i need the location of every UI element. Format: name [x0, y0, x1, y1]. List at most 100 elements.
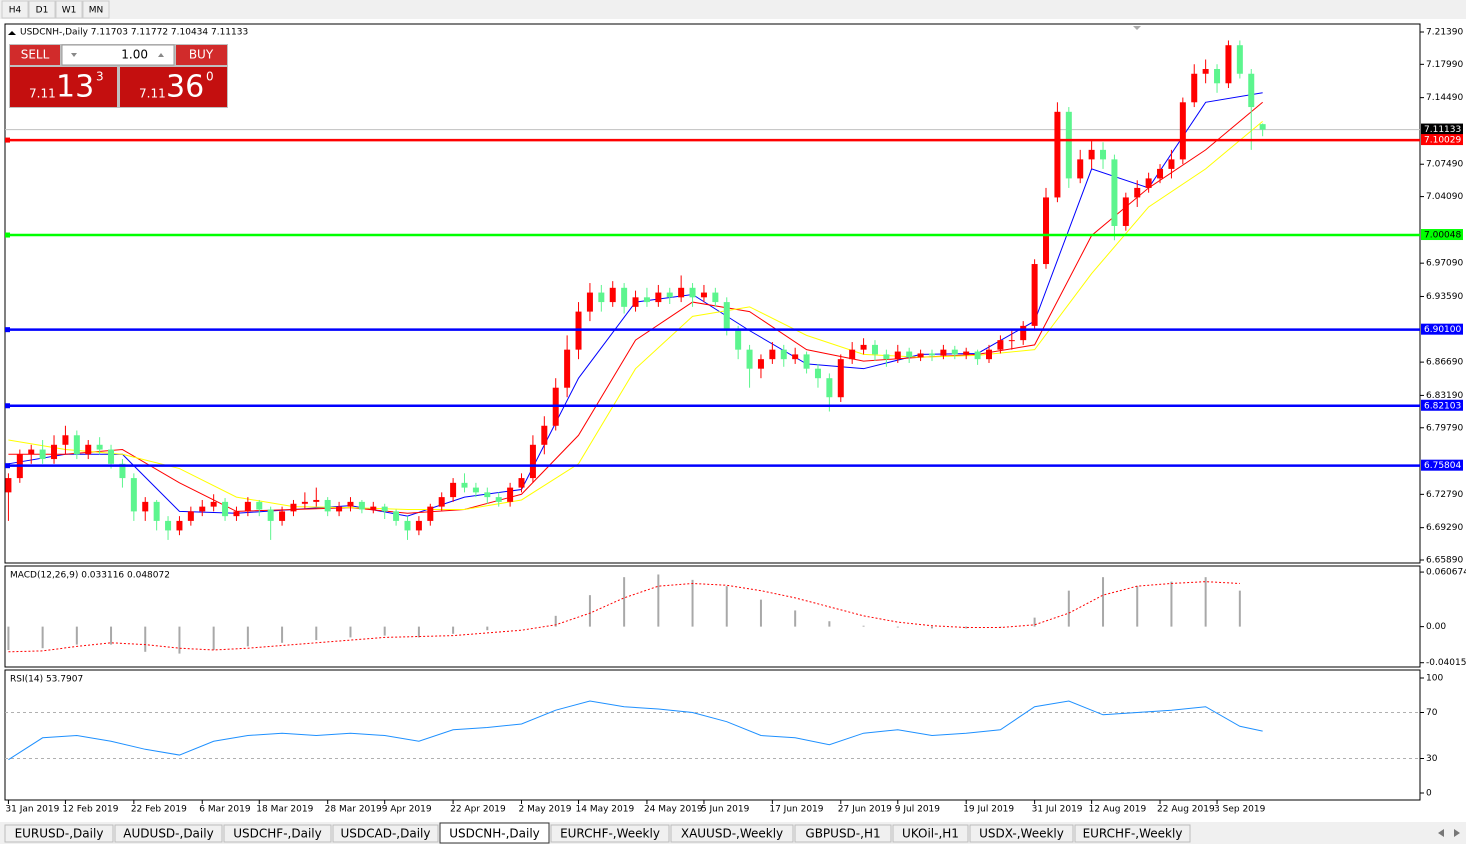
- candle-body: [1031, 264, 1038, 326]
- symbol-tab-label: GBPUSD-,H1: [805, 827, 880, 841]
- symbol-tab[interactable]: [4, 824, 114, 843]
- line-handle: [5, 137, 10, 143]
- candle-body: [803, 354, 810, 369]
- line-handle: [5, 327, 10, 333]
- candle-body: [28, 449, 35, 455]
- candle-body: [404, 520, 411, 531]
- candle-body: [860, 344, 867, 350]
- ask-big: 7.11: [139, 87, 166, 101]
- symbol-tab[interactable]: [670, 824, 794, 843]
- x-tick-label: 28 Mar 2019: [325, 805, 382, 815]
- symbol-tab[interactable]: [114, 824, 223, 843]
- bid-big: 7.11: [29, 87, 56, 101]
- candle-body: [267, 509, 274, 521]
- lot-down[interactable]: [71, 53, 77, 57]
- symbol-tab[interactable]: [550, 824, 670, 843]
- bid-main: 13: [56, 70, 94, 105]
- timeframe-toolbar: [0, 0, 1466, 19]
- candle-body: [153, 501, 160, 521]
- y-tick-label: 0.060674: [1426, 568, 1466, 578]
- symbol-tab[interactable]: [1074, 824, 1191, 843]
- candle-body: [507, 487, 514, 502]
- candle-body: [655, 292, 662, 303]
- symbol-tab-label: UKOil-,H1: [902, 827, 959, 841]
- line-price-label: 7.00048: [1424, 231, 1461, 241]
- candle-body: [1236, 45, 1243, 74]
- ask-small: 0: [206, 70, 214, 84]
- symbol-tab[interactable]: [439, 822, 550, 844]
- timeframe-button[interactable]: [1, 0, 29, 19]
- y-tick-label: 6.93590: [1426, 292, 1463, 302]
- timeframe-button[interactable]: [82, 0, 110, 19]
- timeframe-button[interactable]: [55, 0, 83, 19]
- candle-body: [415, 520, 422, 531]
- line-price-box: [1421, 134, 1463, 146]
- price-panel: [4, 23, 1421, 564]
- candle-body: [393, 511, 400, 521]
- candle-body: [1168, 159, 1175, 169]
- candle-body: [347, 501, 354, 507]
- symbol-tab[interactable]: [223, 824, 332, 843]
- lot-up[interactable]: [158, 53, 164, 57]
- ask-box[interactable]: [120, 67, 227, 107]
- line-price-box: [1421, 399, 1463, 411]
- x-tick-label: 12 Aug 2019: [1089, 805, 1147, 815]
- last-price-box: [1421, 123, 1463, 135]
- x-tick-label: 14 May 2019: [576, 805, 635, 815]
- candle-body: [142, 501, 149, 512]
- symbol-tab[interactable]: [969, 824, 1074, 843]
- buy-button[interactable]: [176, 45, 227, 65]
- symbol-tab-label: EURCHF-,Weekly: [560, 827, 660, 841]
- tab-scroll-right[interactable]: [1454, 829, 1460, 837]
- candle-body: [986, 349, 993, 360]
- candle-body: [1259, 124, 1266, 130]
- candle-body: [700, 292, 707, 298]
- candle-body: [187, 511, 194, 521]
- ask-main: 36: [166, 70, 204, 105]
- symbol-tab-label: USDX-,Weekly: [979, 827, 1064, 841]
- candle-body: [940, 349, 947, 356]
- candle-body: [199, 506, 206, 512]
- y-tick-label: 7.17990: [1426, 60, 1463, 70]
- timeframe-button[interactable]: [28, 0, 56, 19]
- x-tick-label: 12 Feb 2019: [62, 805, 118, 815]
- y-tick-label: 6.79790: [1426, 423, 1463, 433]
- candle-body: [757, 359, 764, 369]
- y-tick-label: 6.97090: [1426, 259, 1463, 269]
- line-price-label: 6.75804: [1424, 461, 1461, 471]
- symbol-tab[interactable]: [332, 824, 439, 843]
- last-price-label: 7.11133: [1424, 125, 1461, 135]
- sell-label: SELL: [21, 48, 50, 62]
- line-handle: [5, 232, 10, 238]
- y-tick-label: 7.14490: [1426, 93, 1463, 103]
- x-tick-label: 31 Jan 2019: [5, 805, 59, 815]
- candle-body: [1065, 111, 1072, 179]
- symbol-tab[interactable]: [892, 824, 969, 843]
- candle-body: [963, 351, 970, 355]
- timeframe-label: D1: [36, 6, 49, 16]
- candle-body: [358, 501, 365, 510]
- candle-body: [678, 287, 685, 298]
- rsi-panel: [4, 669, 1421, 801]
- candle-body: [256, 501, 263, 510]
- lot-input[interactable]: [61, 44, 175, 66]
- candle-body: [438, 497, 445, 507]
- candle-body: [108, 449, 115, 464]
- candle-body: [1191, 73, 1198, 103]
- symbol-tab[interactable]: [794, 824, 892, 843]
- tab-scroll-left[interactable]: [1438, 829, 1444, 837]
- sell-button[interactable]: [10, 45, 60, 65]
- moving-average: [8, 101, 1263, 514]
- candle-body: [119, 463, 126, 479]
- candle-body: [541, 425, 548, 445]
- bid-box[interactable]: [10, 67, 117, 107]
- candle-body: [1054, 111, 1061, 198]
- macd-panel: [4, 565, 1421, 668]
- x-tick-label: 9 Apr 2019: [382, 805, 432, 815]
- candle-body: [643, 297, 650, 303]
- candle-body: [279, 511, 286, 521]
- candle-body: [1248, 73, 1255, 108]
- candle-body: [826, 378, 833, 398]
